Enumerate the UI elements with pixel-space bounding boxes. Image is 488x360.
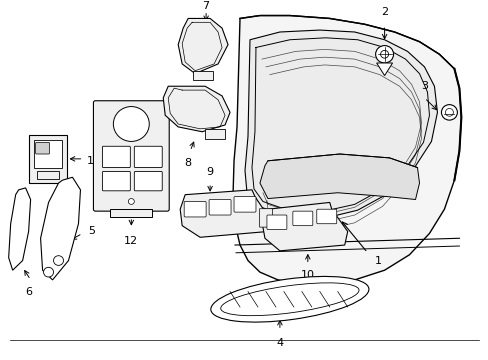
FancyBboxPatch shape [34, 140, 61, 167]
Text: 11: 11 [86, 156, 100, 166]
FancyBboxPatch shape [209, 199, 230, 215]
FancyBboxPatch shape [134, 146, 162, 167]
FancyBboxPatch shape [37, 171, 59, 179]
FancyBboxPatch shape [102, 171, 130, 191]
Circle shape [445, 108, 452, 116]
Polygon shape [178, 18, 227, 74]
FancyBboxPatch shape [292, 211, 312, 226]
Text: 8: 8 [184, 158, 191, 168]
Text: 7: 7 [202, 1, 209, 11]
Text: 12: 12 [124, 236, 138, 246]
Text: 3: 3 [420, 81, 427, 91]
Circle shape [53, 256, 63, 265]
Circle shape [380, 50, 388, 58]
FancyBboxPatch shape [204, 129, 224, 139]
Circle shape [43, 267, 53, 277]
FancyBboxPatch shape [266, 215, 286, 230]
Polygon shape [9, 188, 31, 270]
Circle shape [375, 46, 393, 63]
Text: 1: 1 [374, 256, 381, 266]
Text: 2: 2 [380, 8, 387, 18]
Ellipse shape [210, 276, 368, 322]
Polygon shape [41, 177, 81, 280]
Polygon shape [260, 154, 419, 199]
Circle shape [113, 107, 149, 141]
FancyBboxPatch shape [193, 71, 213, 80]
Circle shape [128, 199, 134, 204]
FancyBboxPatch shape [93, 101, 169, 211]
Polygon shape [262, 202, 347, 251]
FancyBboxPatch shape [234, 197, 255, 212]
Text: 4: 4 [276, 338, 283, 348]
FancyBboxPatch shape [36, 143, 49, 154]
FancyBboxPatch shape [110, 209, 152, 217]
Polygon shape [163, 86, 229, 132]
Polygon shape [233, 15, 461, 284]
Ellipse shape [220, 283, 358, 316]
Polygon shape [244, 30, 437, 219]
FancyBboxPatch shape [102, 146, 130, 167]
Polygon shape [376, 63, 392, 76]
Polygon shape [180, 190, 269, 237]
FancyBboxPatch shape [259, 209, 272, 227]
Text: 5: 5 [88, 226, 95, 237]
FancyBboxPatch shape [184, 202, 205, 217]
Text: 6: 6 [25, 287, 32, 297]
FancyBboxPatch shape [29, 135, 66, 183]
Text: 10: 10 [300, 270, 314, 280]
FancyBboxPatch shape [316, 209, 336, 224]
FancyBboxPatch shape [134, 171, 162, 191]
Text: 9: 9 [206, 167, 213, 177]
Circle shape [441, 105, 456, 120]
